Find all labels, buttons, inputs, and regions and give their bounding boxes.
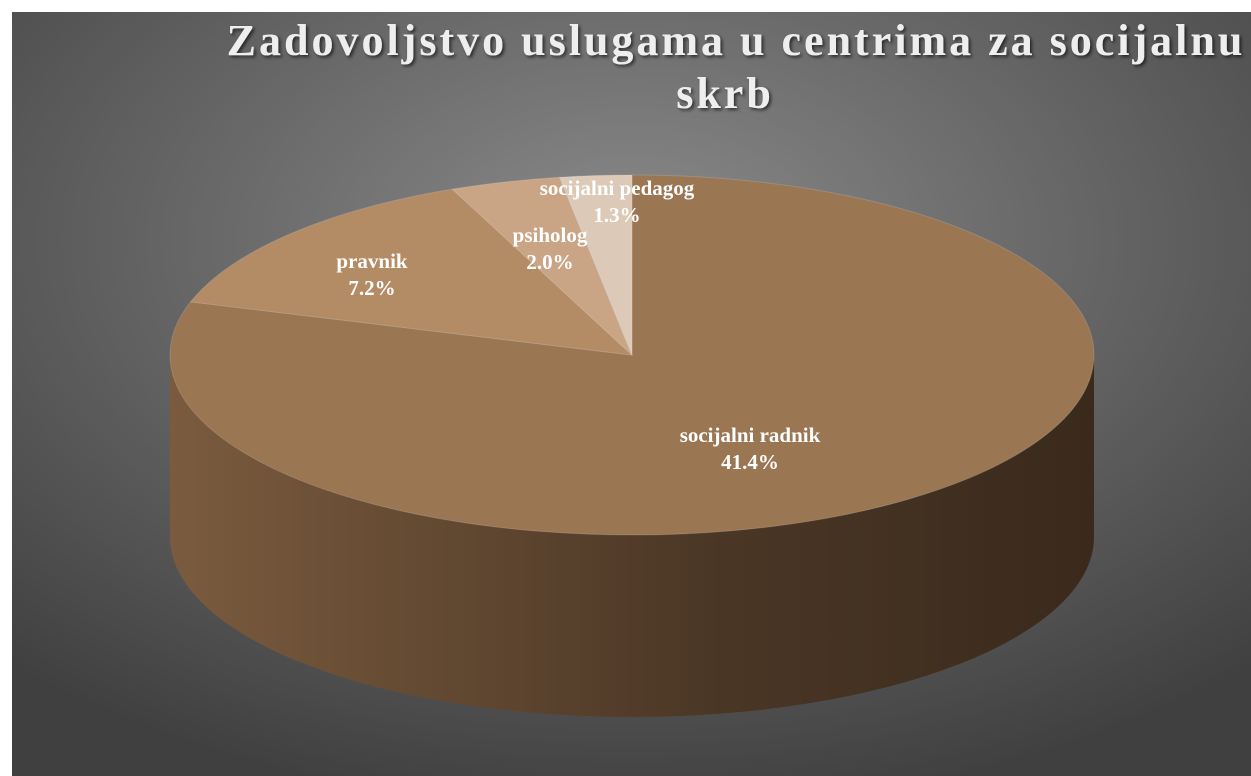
data-label-value: 2.0% xyxy=(526,250,573,274)
data-label-value: 41.4% xyxy=(721,450,779,474)
chart-title: Zadovoljstvo uslugama u centrima za soci… xyxy=(227,16,1246,65)
data-label-value: 7.2% xyxy=(348,276,395,300)
pie: socijalni radnik 41.4% pravnik 7.2% psiholog… xyxy=(169,174,1095,717)
data-label-name: socijalni pedagog xyxy=(540,176,695,200)
data-label-name: socijalni radnik xyxy=(680,423,821,447)
pie-slice xyxy=(189,188,634,356)
pie-slice xyxy=(169,174,1095,536)
pie-slice xyxy=(558,174,633,356)
data-label-name: pravnik xyxy=(336,249,408,273)
data-label-name: psiholog xyxy=(513,223,588,247)
chart-title: skrb xyxy=(676,69,774,118)
pie-side xyxy=(170,355,1094,717)
data-label-value: 1.3% xyxy=(593,203,640,227)
pie-slice xyxy=(451,176,633,356)
